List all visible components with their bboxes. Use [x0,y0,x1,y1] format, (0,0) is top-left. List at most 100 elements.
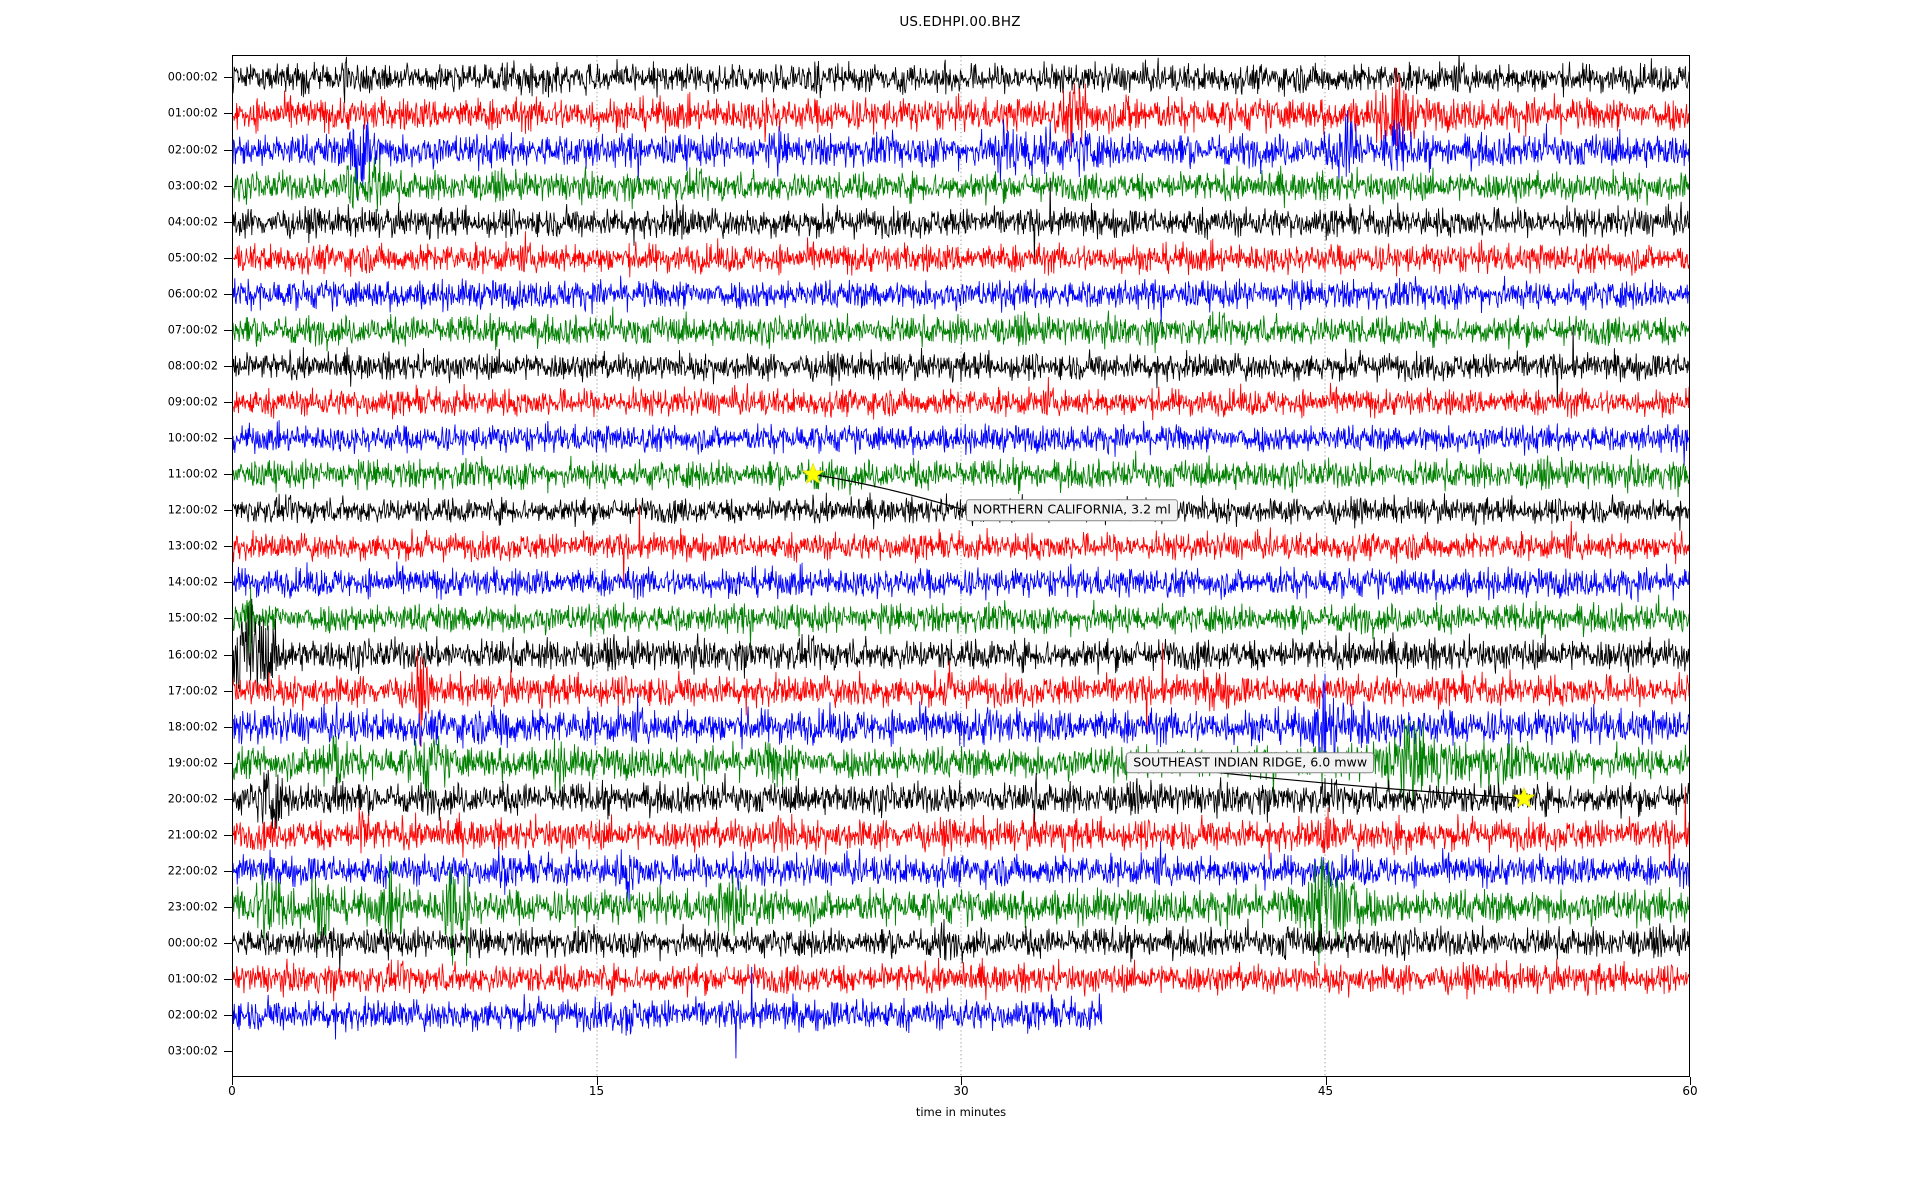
y-tick-label: 00:00:02 [167,70,218,84]
x-tick-label: 15 [588,1084,605,1098]
seismic-trace [233,769,1689,830]
seismic-trace [233,110,1689,200]
y-tick-mark [224,510,233,512]
y-tick-label: 16:00:02 [167,648,218,662]
y-tick-label: 02:00:02 [167,1008,218,1022]
y-tick-mark [224,871,233,872]
seismic-trace [233,306,1689,354]
y-tick-label: 11:00:02 [167,467,218,481]
y-tick-label: 18:00:02 [167,720,218,734]
x-tick-label: 0 [228,1084,236,1098]
y-tick-mark [224,834,233,836]
seismic-trace [233,450,1689,498]
x-tick-label: 45 [1317,1084,1334,1098]
plot-area [232,55,1690,1077]
y-tick-label: 05:00:02 [167,251,218,265]
y-tick-mark [224,438,233,440]
y-tick-mark [224,221,233,223]
seismic-trace [233,504,1689,585]
y-tick-mark [224,1015,233,1017]
y-tick-mark [224,185,233,187]
seismic-trace [233,56,1689,104]
y-tick-mark [224,907,233,909]
y-tick-label: 08:00:02 [167,359,218,373]
seismic-trace [233,718,1689,809]
y-tick-label: 09:00:02 [167,395,218,409]
seismic-trace [233,598,1689,697]
seismic-trace [233,957,1689,1002]
y-tick-label: 23:00:02 [167,900,218,914]
seismic-trace [233,966,1103,1059]
event-star-marker[interactable] [1512,786,1536,808]
seismic-trace [233,673,1689,763]
seismic-trace [233,376,1689,421]
x-tick-mark [232,1077,233,1085]
y-tick-mark [224,113,233,115]
seismic-trace [233,855,1689,966]
y-tick-mark [224,762,233,764]
seismic-trace [233,642,1689,747]
seismogram-canvas [233,56,1689,1076]
event-star-marker[interactable] [801,462,825,484]
x-tick-mark [1690,1077,1691,1085]
y-tick-label: 15:00:02 [167,611,218,625]
seismic-trace [233,786,1689,879]
y-tick-mark [224,77,233,79]
y-tick-mark [224,329,233,331]
seismic-trace [233,561,1689,603]
y-tick-label: 14:00:02 [167,575,218,589]
y-tick-mark [224,402,233,404]
seismic-trace [233,420,1689,466]
seismic-trace [233,586,1689,667]
y-tick-mark [224,546,233,548]
y-tick-mark [224,293,233,295]
x-tick-label: 60 [1682,1084,1698,1098]
y-tick-label: 22:00:02 [167,864,218,878]
seismic-trace [233,324,1689,405]
y-tick-mark [224,365,233,367]
seismic-trace [233,492,1689,531]
x-tick-mark [596,1077,598,1085]
y-tick-label: 07:00:02 [167,323,218,337]
event-annotation-label[interactable]: NORTHERN CALIFORNIA, 3.2 ml [965,499,1178,521]
y-tick-label: 04:00:02 [167,215,218,229]
y-tick-label: 03:00:02 [167,179,218,193]
y-tick-mark [224,726,233,728]
seismic-trace [233,841,1689,903]
y-tick-label: 12:00:02 [167,503,218,517]
seismic-trace [233,231,1689,278]
y-tick-mark [224,582,233,584]
y-tick-label: 20:00:02 [167,792,218,806]
seismic-trace [233,275,1689,324]
y-tick-mark [224,149,233,151]
y-tick-mark [224,798,233,800]
seismic-trace [233,177,1689,264]
y-tick-label: 10:00:02 [167,431,218,445]
annotation-leader-line [812,473,967,511]
seismic-trace [233,67,1689,148]
seismic-trace [233,918,1689,972]
y-tick-label: 21:00:02 [167,828,218,842]
y-tick-label: 01:00:02 [167,106,218,120]
y-tick-label: 00:00:02 [167,936,218,950]
event-annotation-label[interactable]: SOUTHEAST INDIAN RIDGE, 6.0 mww [1126,752,1375,774]
x-tick-label: 30 [953,1084,969,1098]
y-tick-label: 17:00:02 [167,684,218,698]
y-tick-mark [224,618,233,620]
y-tick-mark [224,1051,233,1053]
y-tick-mark [224,690,233,692]
x-tick-mark [1325,1077,1327,1085]
seismic-trace [233,157,1689,212]
y-tick-mark [224,257,233,259]
x-tick-mark [961,1077,962,1085]
x-axis-label: time in minutes [915,1105,1007,1119]
y-tick-mark [224,474,233,476]
y-tick-mark [224,943,233,945]
y-tick-label: 13:00:02 [167,539,218,553]
page-title: US.EDHPI.00.BHZ [899,14,1021,30]
y-tick-label: 19:00:02 [167,756,218,770]
y-tick-label: 02:00:02 [167,143,218,157]
y-tick-label: 03:00:02 [167,1044,218,1058]
y-tick-mark [224,654,233,656]
